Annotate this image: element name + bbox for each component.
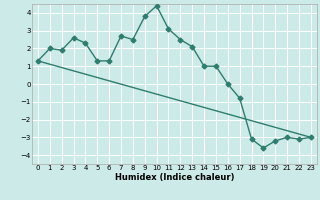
X-axis label: Humidex (Indice chaleur): Humidex (Indice chaleur) (115, 173, 234, 182)
